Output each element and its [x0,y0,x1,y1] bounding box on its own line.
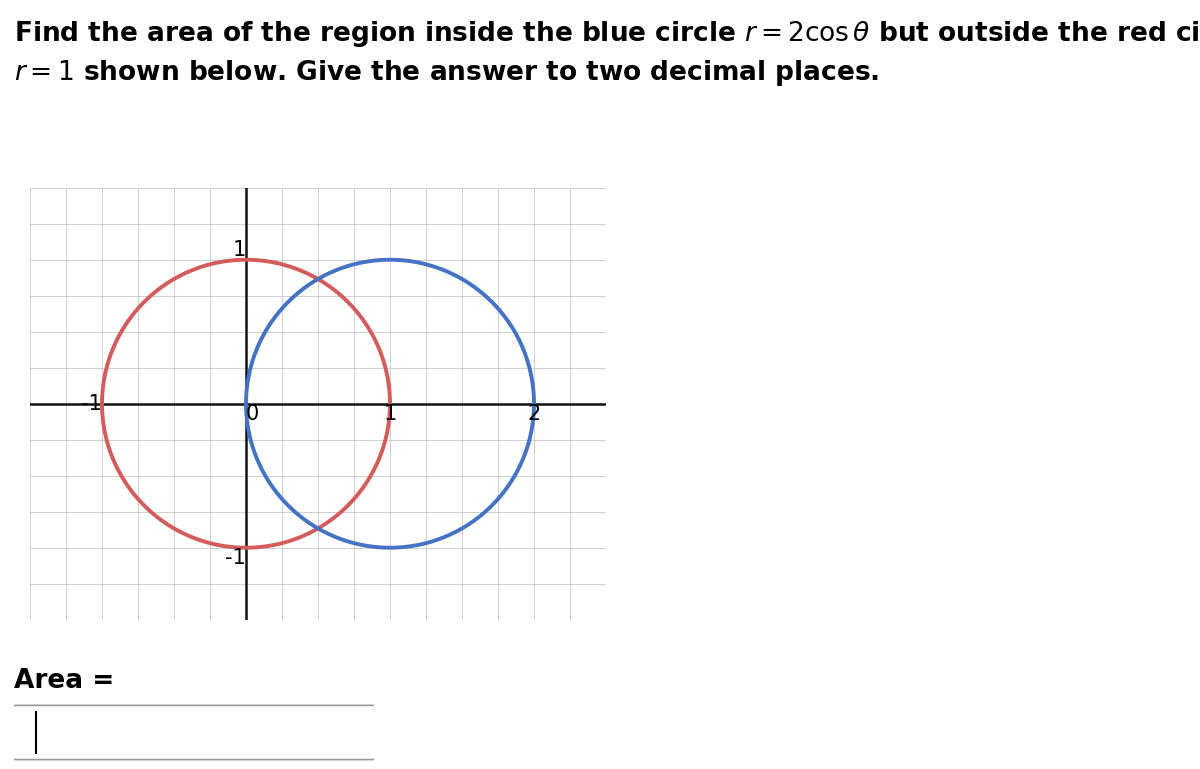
Text: Find the area of the region inside the blue circle $r = 2\cos\theta$ but outside: Find the area of the region inside the b… [14,19,1200,49]
Text: 1: 1 [233,240,246,260]
Text: Area =: Area = [14,667,115,694]
Text: -1: -1 [226,548,246,568]
Text: -1: -1 [82,394,102,414]
Text: 2: 2 [527,404,541,424]
Text: 1: 1 [383,404,397,424]
Text: $r = 1$ shown below. Give the answer to two decimal places.: $r = 1$ shown below. Give the answer to … [14,58,880,88]
FancyBboxPatch shape [11,705,378,760]
Text: 0: 0 [246,404,259,424]
